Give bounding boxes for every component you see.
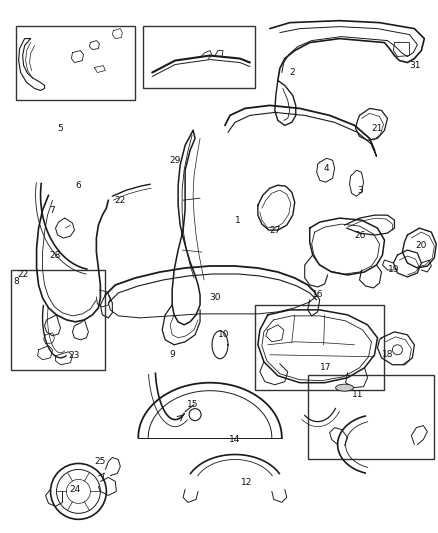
Text: 17: 17 xyxy=(320,363,332,372)
Text: 9: 9 xyxy=(169,350,175,359)
Text: 6: 6 xyxy=(76,181,81,190)
Bar xyxy=(11,270,106,370)
Text: 14: 14 xyxy=(229,435,240,444)
Text: 16: 16 xyxy=(312,290,323,300)
Ellipse shape xyxy=(336,384,353,391)
Text: 25: 25 xyxy=(95,457,106,466)
Text: 3: 3 xyxy=(358,185,364,195)
Text: 12: 12 xyxy=(241,478,253,487)
Text: 26: 26 xyxy=(354,231,365,239)
Text: 11: 11 xyxy=(352,390,363,399)
Text: 19: 19 xyxy=(388,265,399,274)
Text: 31: 31 xyxy=(410,61,421,70)
Text: 18: 18 xyxy=(381,350,393,359)
Bar xyxy=(255,305,385,390)
Text: 10: 10 xyxy=(218,330,230,340)
Bar xyxy=(16,26,135,100)
Text: 22: 22 xyxy=(17,270,28,279)
Text: 15: 15 xyxy=(187,400,199,409)
Text: 22: 22 xyxy=(115,196,126,205)
Text: 21: 21 xyxy=(372,124,383,133)
Text: 8: 8 xyxy=(14,278,20,286)
Text: 2: 2 xyxy=(289,68,295,77)
Text: 28: 28 xyxy=(50,251,61,260)
Text: 5: 5 xyxy=(58,124,64,133)
Text: 4: 4 xyxy=(324,164,329,173)
Text: 24: 24 xyxy=(70,485,81,494)
Text: 20: 20 xyxy=(416,240,427,249)
Text: 23: 23 xyxy=(69,351,80,360)
Text: 29: 29 xyxy=(170,156,181,165)
Bar xyxy=(308,375,434,459)
Bar xyxy=(143,26,255,88)
Text: 30: 30 xyxy=(209,294,221,302)
Text: 7: 7 xyxy=(49,206,55,215)
Text: 1: 1 xyxy=(235,216,241,224)
Text: 27: 27 xyxy=(269,225,280,235)
